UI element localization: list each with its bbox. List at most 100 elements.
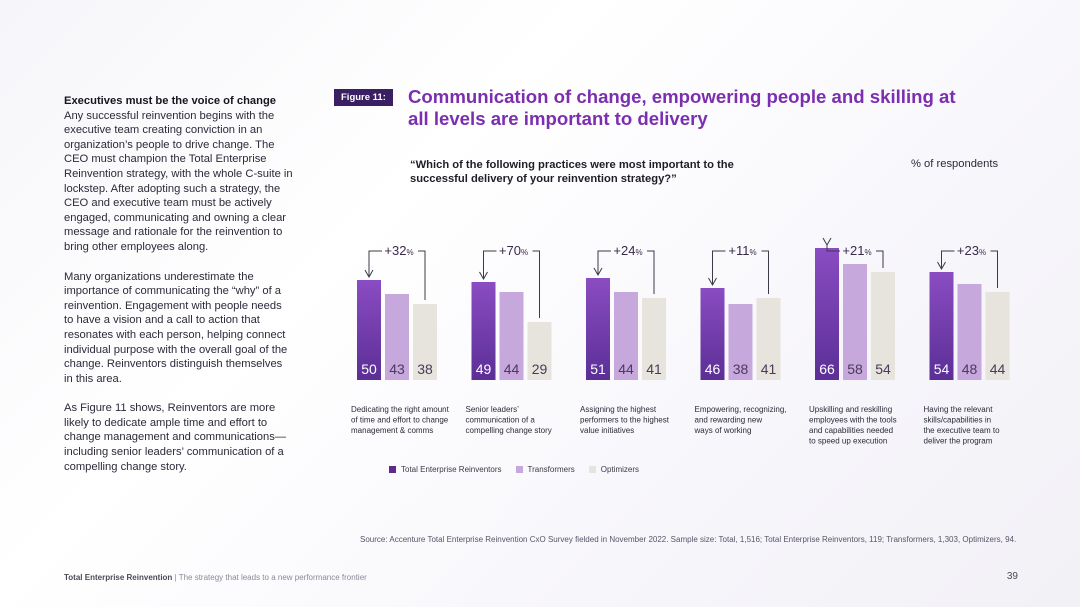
data-label-1-2: 49 [476, 361, 492, 377]
legend-swatch-reinventors [389, 466, 396, 473]
figure-title: Communication of change, empowering peop… [408, 86, 956, 129]
category-label-2-line-1: Senior leaders’ [466, 405, 520, 414]
bracket-right-2 [532, 250, 540, 318]
category-label-5-line-1: Upskilling and reskilling [809, 405, 892, 414]
data-label-1-3: 51 [590, 361, 606, 377]
bar-total-enterprise-reinventors-5 [815, 248, 839, 380]
bar-transformers-6 [957, 284, 982, 380]
data-label-3-6: 44 [990, 361, 1006, 377]
bracket-arrow-3 [593, 267, 603, 277]
figure-badge: Figure 11: [334, 89, 393, 106]
bar-optimizers-6 [985, 292, 1010, 380]
difference-label-1: +32% [384, 243, 413, 258]
difference-label-3: +24% [613, 243, 642, 258]
bar-optimizers-3 [642, 298, 666, 380]
bracket-arrow-6 [937, 261, 946, 271]
legend-label-reinventors: Total Enterprise Reinventors [401, 465, 502, 474]
bar-total-enterprise-reinventors-1 [357, 280, 381, 380]
section-heading: Executives must be the voice of change [64, 95, 277, 107]
category-label-2-line-3: compelling change story [466, 426, 552, 435]
difference-label-5: +21% [842, 243, 871, 258]
survey-question: “Which of the following practices were m… [410, 159, 734, 185]
bar-transformers-5 [843, 264, 867, 380]
difference-label-2: +70% [499, 243, 528, 258]
category-label-6-line-3: the executive team to [924, 426, 1001, 435]
bar-optimizers-4 [756, 298, 781, 380]
category-label-4-line-2: and rewarding new [695, 416, 763, 425]
body-text-column: Executives must be the voice of change A… [64, 94, 294, 489]
bracket-right-3 [647, 250, 655, 294]
legend-label-transformers: Transformers [527, 465, 575, 474]
category-label-4-line-3: ways of working [694, 426, 752, 435]
category-label-3-line-2: performers to the highest [580, 416, 670, 425]
bar-optimizers-2 [527, 322, 552, 380]
data-label-3-1: 38 [417, 361, 433, 377]
data-label-2-3: 44 [618, 361, 634, 377]
category-label-1-line-3: management & comms [351, 426, 433, 435]
bar-transformers-3 [614, 292, 638, 380]
category-label-1-line-1: Dedicating the right amount [351, 405, 450, 414]
bar-transformers-4 [728, 304, 753, 380]
footer-tagline: The strategy that leads to a new perform… [178, 573, 367, 582]
data-label-3-3: 41 [646, 361, 662, 377]
bracket-left-6 [941, 250, 955, 268]
category-label-3-line-1: Assigning the highest [580, 405, 657, 414]
bracket-right-4 [761, 250, 769, 294]
bracket-right-6 [990, 250, 998, 288]
difference-label-6: +23% [957, 243, 986, 258]
page-number: 39 [1006, 571, 1018, 582]
bar-total-enterprise-reinventors-4 [700, 288, 725, 380]
category-label-6-line-2: skills/capabilities in [924, 416, 992, 425]
bracket-arrow-4 [708, 277, 717, 287]
chart-legend: Total Enterprise Reinventors Transformer… [389, 465, 639, 474]
category-label-3-line-3: value initiatives [580, 426, 634, 435]
category-label-5-line-4: to speed up execution [809, 437, 887, 446]
bar-total-enterprise-reinventors-2 [471, 282, 496, 380]
data-label-3-2: 29 [532, 361, 548, 377]
page-footer: Total Enterprise Reinvention | The strat… [64, 573, 367, 582]
bracket-left-5 [826, 244, 840, 252]
bracket-arrow-1 [364, 269, 374, 279]
category-label-5-line-2: employees with the tools [809, 416, 897, 425]
category-label-1-line-2: of time and effort to change [351, 416, 449, 425]
paragraph-3: As Figure 11 shows, Reinventors are more… [64, 402, 287, 473]
legend-swatch-transformers [515, 466, 523, 473]
data-label-2-5: 58 [847, 361, 863, 377]
bracket-left-1 [368, 250, 382, 276]
bracket-left-4 [712, 250, 726, 284]
bracket-right-5 [876, 250, 884, 268]
bracket-arrow-5 [822, 237, 832, 247]
data-label-1-5: 66 [819, 361, 835, 377]
data-label-2-6: 48 [962, 361, 978, 377]
bracket-left-2 [483, 250, 497, 278]
bar-transformers-2 [499, 292, 524, 380]
legend-swatch-optimizers [588, 466, 596, 473]
category-label-6-line-4: deliver the program [924, 437, 993, 446]
bar-total-enterprise-reinventors-3 [586, 278, 610, 380]
bar-total-enterprise-reinventors-6 [929, 272, 954, 380]
data-label-1-6: 54 [934, 361, 950, 377]
legend-item-reinventors: Total Enterprise Reinventors [389, 465, 502, 474]
data-label-2-4: 38 [733, 361, 749, 377]
bracket-left-3 [597, 250, 611, 274]
paragraph-2: Many organizations underestimate the imp… [64, 270, 288, 385]
bar-transformers-1 [385, 294, 409, 380]
bracket-arrow-2 [479, 271, 488, 281]
category-label-4-line-1: Empowering, recognizing, [695, 405, 787, 414]
data-label-1-1: 50 [361, 361, 377, 377]
data-label-3-5: 54 [875, 361, 891, 377]
data-label-2-1: 43 [389, 361, 405, 377]
footer-brand: Total Enterprise Reinvention [64, 573, 173, 582]
category-label-2-line-2: communication of a [466, 416, 536, 425]
footer-separator: | [172, 573, 179, 582]
data-label-3-4: 41 [761, 361, 777, 377]
category-label-6-line-1: Having the relevant [924, 405, 994, 414]
unit-label: % of respondents [911, 158, 999, 170]
difference-label-4: +11% [728, 243, 756, 258]
data-label-2-2: 44 [504, 361, 520, 377]
legend-label-optimizers: Optimizers [600, 465, 639, 474]
paragraph-1: Any successful reinvention begins with t… [64, 109, 293, 253]
legend-item-transformers: Transformers [515, 465, 575, 474]
data-label-1-4: 46 [705, 361, 721, 377]
